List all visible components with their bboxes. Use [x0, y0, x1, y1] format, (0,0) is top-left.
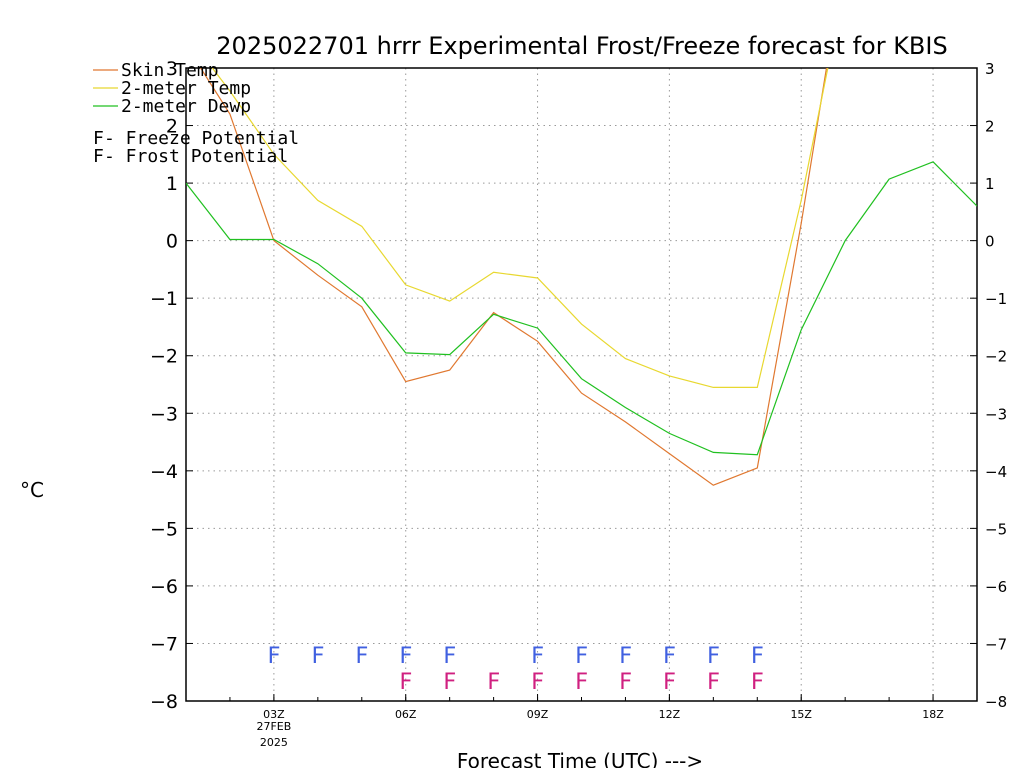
x-tick-year-label: 2025	[260, 736, 288, 749]
x-tick-label: 03Z	[263, 708, 285, 721]
series-line-2-meter-dewp	[186, 161, 977, 456]
series-lines	[186, 68, 977, 486]
frost-potential-mark: F	[663, 644, 676, 669]
y-tick-label-right: 1	[985, 175, 995, 193]
y-tick-label-left: −7	[150, 633, 178, 655]
y-tick-label-right: −5	[985, 520, 1007, 538]
y-tick-label-left: −3	[150, 403, 178, 425]
freeze-potential-mark: F	[575, 670, 588, 695]
y-tick-label-right: −1	[985, 290, 1007, 308]
legend-label: Skin Temp	[121, 60, 219, 81]
legend-label: 2-meter Dewp	[121, 96, 251, 117]
frost-potential-mark: F	[399, 644, 412, 669]
y-tick-label-left: 2	[166, 116, 178, 138]
y-tick-label-left: −4	[150, 461, 178, 483]
freeze-potential-mark: F	[751, 670, 764, 695]
frost-potential-mark: F	[311, 644, 324, 669]
freeze-potential-mark: F	[399, 670, 412, 695]
freeze-potential-mark: F	[443, 670, 456, 695]
frost-potential-mark: F	[575, 644, 588, 669]
plot-frame	[185, 67, 978, 702]
x-axis-label: Forecast Time (UTC) --->	[457, 749, 703, 768]
y-tick-label-left: 0	[166, 231, 178, 253]
x-tick-label: 12Z	[659, 708, 681, 721]
chart-title: 2025022701 hrrr Experimental Frost/Freez…	[216, 32, 947, 60]
frost-potential-mark: F	[531, 644, 544, 669]
y-tick-label-right: −8	[985, 693, 1007, 711]
frost-potential-mark: F	[355, 644, 368, 669]
y-tick-label-right: 3	[985, 60, 995, 78]
series-line-skin-temp	[199, 68, 828, 486]
legend-potential-mark: F	[93, 146, 104, 167]
frost-potential-mark: F	[619, 644, 632, 669]
legend-potential-mark: F	[93, 128, 104, 149]
freeze-potential-mark: F	[707, 670, 720, 695]
x-tick-date-label: 27FEB	[256, 720, 291, 733]
series-line-2-meter-temp	[211, 68, 829, 388]
y-tick-label-right: −2	[985, 348, 1007, 366]
y-tick-label-left: 3	[166, 58, 178, 80]
x-tick-label: 15Z	[790, 708, 812, 721]
y-tick-label-right: 2	[985, 118, 995, 136]
potential-marks: F F F F F F F F F F FF F F F F F F F F	[267, 644, 764, 695]
y-tick-label-right: −6	[985, 578, 1007, 596]
y-tick-label-right: −4	[985, 463, 1007, 481]
y-tick-label-left: 1	[166, 173, 178, 195]
frost-potential-mark: F	[267, 644, 280, 669]
y-tick-label-right: −3	[985, 405, 1007, 423]
freeze-potential-mark: F	[531, 670, 544, 695]
y-tick-label-left: −1	[150, 288, 178, 310]
grid-lines	[186, 68, 977, 701]
legend-label: 2-meter Temp	[121, 78, 251, 99]
x-tick-label: 09Z	[527, 708, 549, 721]
y-tick-label-left: −2	[150, 346, 178, 368]
freeze-potential-mark: F	[619, 670, 632, 695]
y-tick-label-right: 0	[985, 233, 995, 251]
axes: −8 −8 −7 −7 −6 −6 −5 −5 −4 −4 −3 −3 −2 −2 −1 −1 0 0 1 1 2 2 3 3…	[150, 58, 1007, 749]
y-tick-label-left: −5	[150, 518, 178, 540]
y-tick-label-left: −8	[150, 691, 178, 713]
x-tick-label: 18Z	[922, 708, 944, 721]
frost-potential-mark: F	[707, 644, 720, 669]
y-axis-unit-label: °C	[20, 478, 44, 502]
legend-potential-label: - Freeze Potential	[104, 128, 299, 149]
freeze-potential-mark: F	[487, 670, 500, 695]
y-tick-label-left: −6	[150, 576, 178, 598]
frost-potential-mark: F	[443, 644, 456, 669]
legend-potential-label: - Frost Potential	[104, 146, 288, 167]
x-tick-label: 06Z	[395, 708, 417, 721]
freeze-potential-mark: F	[663, 670, 676, 695]
frost-potential-mark: F	[751, 644, 764, 669]
y-tick-label-right: −7	[985, 635, 1007, 653]
